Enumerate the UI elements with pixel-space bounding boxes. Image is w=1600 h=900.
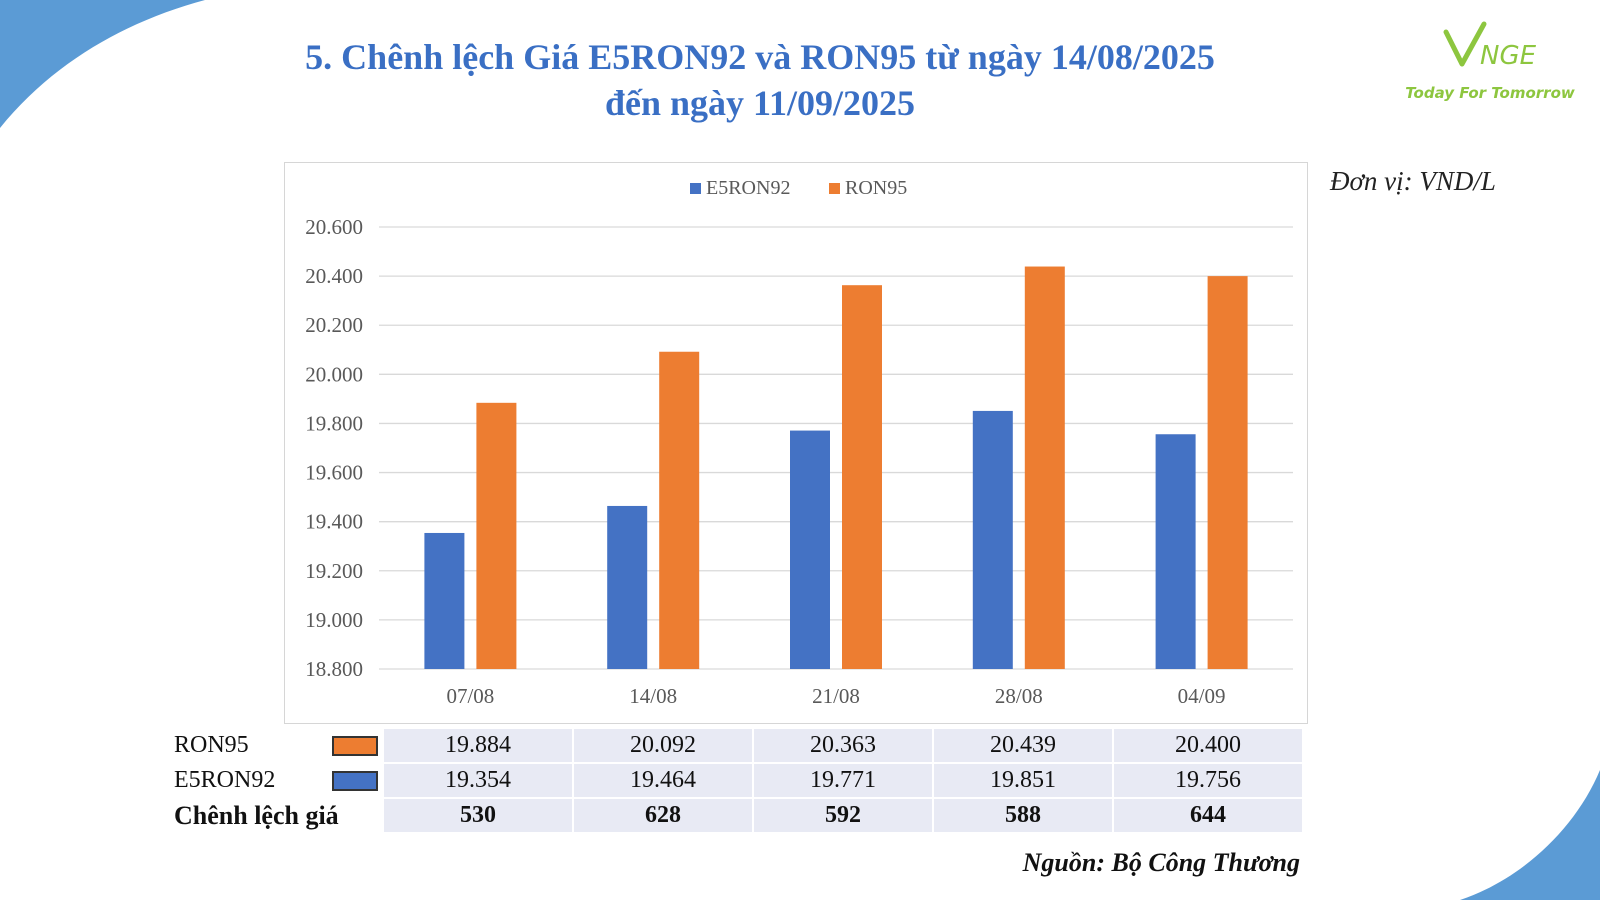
corner-decoration-top-left — [0, 0, 205, 128]
table-cell: 19.884 — [384, 729, 572, 762]
title-line-2: đến ngày 11/09/2025 — [604, 83, 916, 123]
y-tick-label: 20.200 — [305, 313, 363, 337]
table-cell: 592 — [754, 799, 932, 832]
bar-e5ron92 — [424, 532, 465, 669]
table-cell: 628 — [574, 799, 752, 832]
y-tick-label: 19.400 — [305, 510, 363, 534]
data-table: RON95 19.884 20.092 20.363 20.439 20.400… — [172, 727, 1304, 834]
row-label: E5RON92 — [174, 767, 276, 793]
e5ron92-swatch — [332, 770, 378, 791]
y-tick-label: 19.000 — [305, 608, 363, 632]
table-row: E5RON92 19.354 19.464 19.771 19.851 19.7… — [174, 764, 1302, 797]
y-tick-label: 20.600 — [305, 215, 363, 239]
bar-e5ron92 — [790, 430, 830, 669]
row-label-cell: E5RON92 — [174, 764, 382, 797]
bar-ron95 — [1207, 276, 1248, 669]
row-label-cell: Chênh lệch giá — [174, 799, 382, 832]
bar-e5ron92 — [1155, 434, 1196, 669]
y-tick-label: 20.400 — [305, 264, 363, 288]
table-cell: 19.464 — [574, 764, 752, 797]
y-tick-label: 19.800 — [305, 411, 363, 435]
legend-label: RON95 — [845, 177, 907, 199]
bar-chart: 18.800 19.000 19.200 19.400 19.600 19.800 20.0… — [305, 177, 1293, 708]
table-cell: 20.363 — [754, 729, 932, 762]
bar-ron95 — [1024, 266, 1065, 669]
vnge-logo-mark: NGE — [1443, 21, 1537, 71]
table-cell: 19.771 — [754, 764, 932, 797]
table-cell: 588 — [934, 799, 1112, 832]
table-cell: 19.756 — [1114, 764, 1302, 797]
unit-label: Đơn vị: VND/L — [1330, 166, 1496, 196]
table-cell: 20.439 — [934, 729, 1112, 762]
title-line-1: 5. Chênh lệch Giá E5RON92 và RON95 từ ng… — [305, 37, 1215, 77]
y-tick-label: 20.000 — [305, 362, 363, 386]
table-cell: 644 — [1114, 799, 1302, 832]
table-cell: 530 — [384, 799, 572, 832]
legend-label: E5RON92 — [706, 177, 790, 199]
ron95-swatch — [332, 735, 378, 756]
y-tick-label: 19.600 — [305, 461, 363, 485]
table-cell: 20.092 — [574, 729, 752, 762]
row-label-cell: RON95 — [174, 729, 382, 762]
page-title: 5. Chênh lệch Giá E5RON92 và RON95 từ ng… — [240, 34, 1280, 126]
x-tick-label: 28/08 — [995, 684, 1043, 708]
bar-ron95 — [842, 285, 882, 669]
source-note: Nguồn: Bộ Công Thương — [1022, 848, 1300, 877]
svg-text:NGE: NGE — [1480, 41, 1537, 71]
x-tick-label: 14/08 — [629, 684, 677, 708]
x-tick-label: 04/09 — [1178, 684, 1226, 708]
row-label: Chênh lệch giá — [174, 800, 339, 830]
y-tick-label: 19.200 — [305, 559, 363, 583]
corner-decoration-bottom-right — [1460, 770, 1600, 900]
table-cell: 19.851 — [934, 764, 1112, 797]
row-label: RON95 — [174, 732, 249, 758]
table-row: Chênh lệch giá 530 628 592 588 644 — [174, 799, 1302, 832]
y-tick-label: 18.800 — [305, 657, 363, 681]
x-tick-label: 21/08 — [812, 684, 860, 708]
table-row: RON95 19.884 20.092 20.363 20.439 20.400 — [174, 729, 1302, 762]
bar-ron95 — [476, 402, 517, 669]
logo-tagline: Today For Tomorrow — [1405, 84, 1575, 102]
table-cell: 20.400 — [1114, 729, 1302, 762]
bar-e5ron92 — [972, 410, 1013, 669]
bar-ron95 — [659, 351, 700, 669]
company-logo: NGE Today For Tomorrow — [1400, 18, 1580, 108]
x-tick-label: 07/08 — [446, 684, 494, 708]
table-cell: 19.354 — [384, 764, 572, 797]
chart-area: 18.800 19.000 19.200 19.400 19.600 19.800 20.0… — [284, 162, 1308, 724]
legend-swatch — [690, 183, 701, 194]
legend-swatch — [829, 183, 840, 194]
bar-e5ron92 — [607, 505, 648, 669]
